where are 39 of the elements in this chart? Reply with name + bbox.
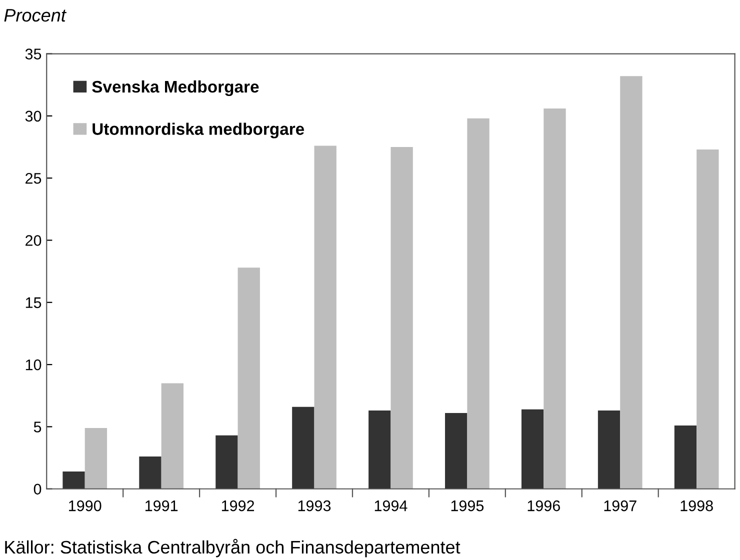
y-tick-label: 30 [25,110,42,122]
bar [292,406,314,489]
legend-label: Svenska Medborgare [92,80,259,96]
x-tick-label: 1997 [604,500,636,512]
y-tick-label: 20 [26,235,42,246]
bar [161,383,184,489]
y-tick-label: 5 [34,422,42,432]
x-tick-label: 1996 [528,500,560,512]
bar [216,435,238,489]
y-tick-label: 15 [26,297,42,308]
y-tick-label: 25 [26,172,42,184]
y-axis-title: Procent [4,9,67,22]
bar [139,456,162,489]
bar [84,428,108,489]
bar [674,425,697,489]
x-tick-label: 1994 [374,500,408,512]
bar [368,410,391,489]
x-tick-label: 1998 [680,500,713,512]
x-tick-label: 1991 [145,500,178,512]
bar [445,413,468,489]
x-tick-label: 1990 [69,500,102,512]
bar [696,149,719,489]
y-tick-label: 35 [25,48,42,60]
bar [238,268,260,489]
x-tick-label: 1992 [222,500,254,512]
x-tick-label: 1995 [451,500,484,512]
text: Källor: Statistiska Centralbyrån och Finansdepartementet [5,538,460,558]
bar [390,147,413,489]
bar [314,146,336,489]
bar [521,409,544,489]
bar [620,76,642,489]
bar [598,410,620,489]
bar [467,118,490,489]
bar [62,471,85,489]
bar [544,108,566,489]
y-tick-label: 0 [34,484,42,495]
x-tick-label: 1993 [298,500,331,512]
legend-label: Utomnordiska medborgare [92,122,304,138]
y-tick-label: 10 [26,359,42,370]
